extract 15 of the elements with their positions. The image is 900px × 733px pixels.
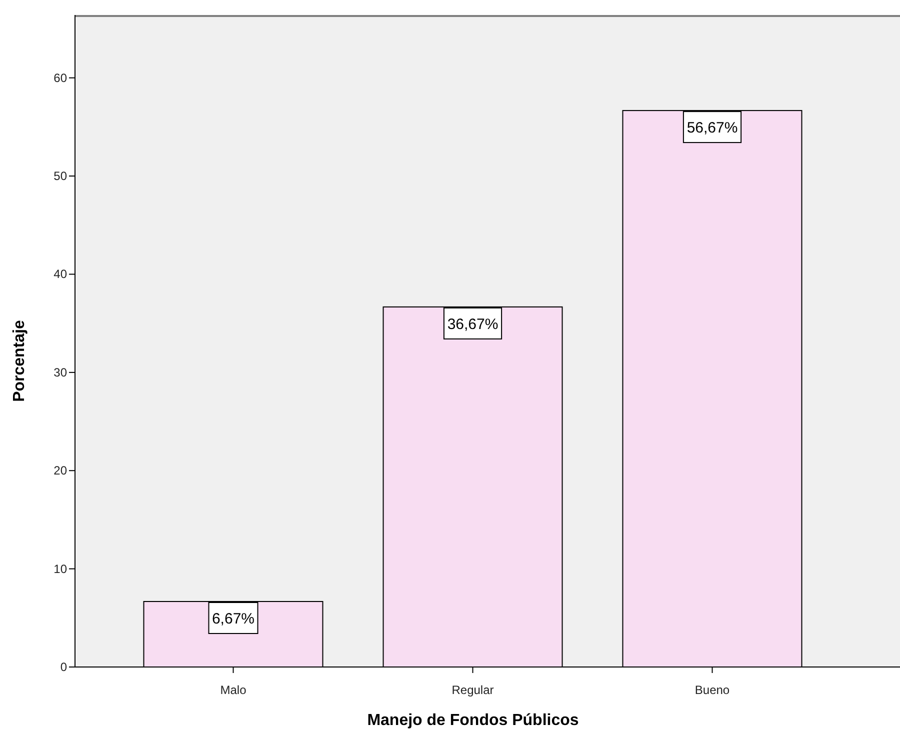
x-tick-label: Regular bbox=[452, 683, 494, 697]
y-tick-label: 40 bbox=[54, 267, 68, 282]
y-tick-label: 60 bbox=[54, 70, 68, 85]
y-tick-label: 30 bbox=[54, 365, 68, 380]
x-axis-title: Manejo de Fondos Públicos bbox=[367, 712, 579, 729]
data-label: 36,67% bbox=[447, 316, 498, 333]
data-label: 6,67% bbox=[212, 610, 255, 628]
y-tick-label: 20 bbox=[54, 464, 68, 478]
data-label: 56,67% bbox=[686, 120, 738, 137]
y-axis-title: Porcentaje bbox=[11, 320, 28, 402]
y-tick-label: 50 bbox=[54, 169, 68, 184]
y-tick-label: 10 bbox=[54, 562, 68, 576]
x-tick-label: Bueno bbox=[694, 683, 730, 697]
x-tick-label: Malo bbox=[220, 683, 247, 697]
y-tick-label: 0 bbox=[60, 660, 68, 674]
